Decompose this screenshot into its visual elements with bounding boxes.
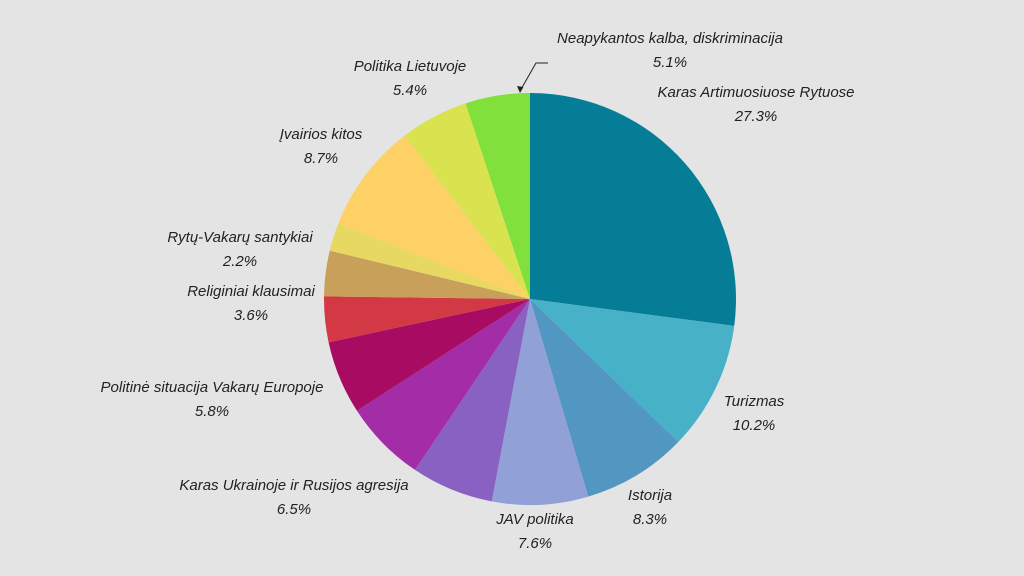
- pie-slice: [530, 93, 737, 326]
- slice-label: Rytų-Vakarų santykiai: [167, 229, 313, 246]
- slice-label: Politinė situacija Vakarų Europoje: [101, 379, 324, 396]
- leader-line: [519, 62, 548, 92]
- slice-value-label: 3.6%: [234, 307, 268, 324]
- slice-value-label: 8.3%: [633, 511, 667, 528]
- pie-slice: [324, 250, 530, 299]
- slice-value-label: 2.2%: [222, 253, 257, 270]
- pie-slice: [356, 299, 530, 470]
- pie-slice: [530, 299, 679, 497]
- slice-label: Religiniai klausimai: [187, 283, 315, 300]
- slice-label: Karas Artimuosiuose Rytuose: [657, 84, 854, 101]
- leader-arrowhead: [517, 86, 524, 93]
- slice-value-label: 10.2%: [733, 417, 776, 434]
- pie-slice: [328, 299, 530, 411]
- slice-label: Neapykantos kalba, diskriminacija: [557, 30, 783, 47]
- slice-value-label: 8.7%: [304, 150, 338, 167]
- pie-slice: [415, 299, 530, 502]
- pie-slice: [404, 103, 530, 299]
- slice-value-label: 7.6%: [518, 535, 552, 552]
- slice-label: Politika Lietuvoje: [354, 58, 467, 75]
- slice-value-label: 5.1%: [653, 54, 687, 71]
- pie-slice: [491, 299, 589, 506]
- pie-slice: [338, 135, 530, 299]
- slice-label: Istorija: [628, 487, 672, 504]
- slice-value-label: 5.8%: [195, 403, 229, 420]
- slice-value-label: 27.3%: [734, 108, 778, 125]
- slice-value-label: 5.4%: [393, 82, 427, 99]
- pie-slice: [324, 296, 530, 343]
- pie-slice: [530, 299, 735, 442]
- slice-label: Turizmas: [724, 393, 785, 410]
- pie-slice: [465, 93, 530, 299]
- slice-label: JAV politika: [495, 511, 574, 528]
- slice-label: Įvairios kitos: [279, 126, 363, 143]
- pie-slice: [329, 223, 530, 299]
- slice-label: Karas Ukrainoje ir Rusijos agresija: [179, 477, 408, 494]
- slice-value-label: 6.5%: [277, 501, 311, 518]
